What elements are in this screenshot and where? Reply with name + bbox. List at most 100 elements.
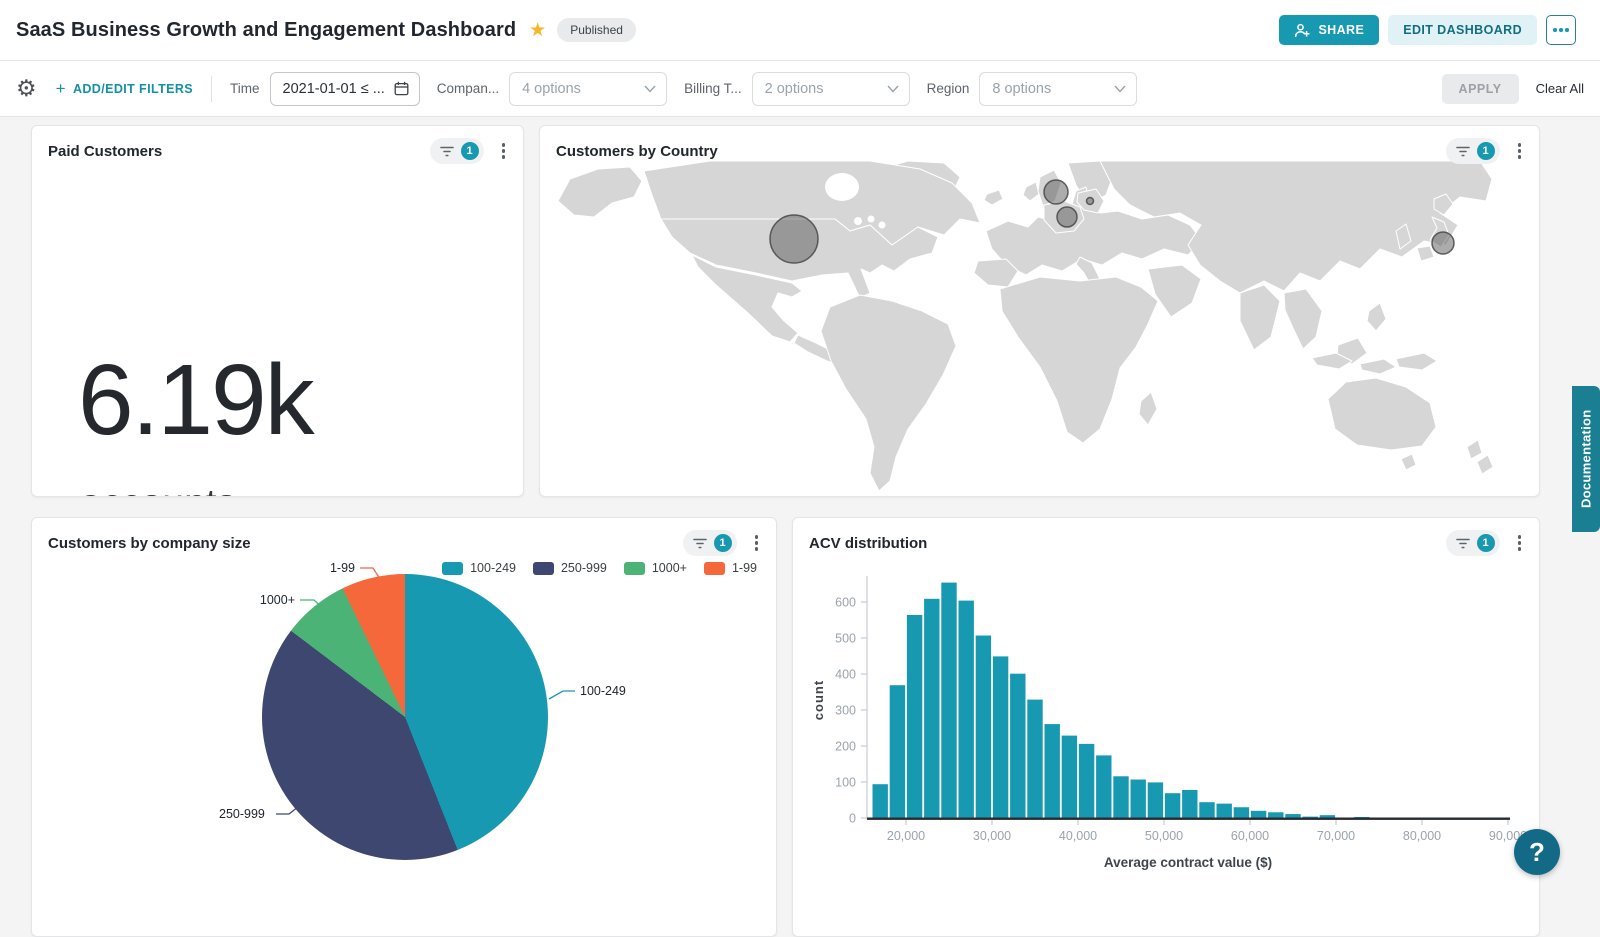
help-button[interactable]: ? (1514, 829, 1560, 875)
hist-bar[interactable] (1043, 723, 1061, 819)
billing-filter-select[interactable]: 2 options (751, 71, 910, 106)
apply-button[interactable]: APPLY (1441, 73, 1519, 104)
favorite-star-icon[interactable]: ★ (529, 19, 547, 41)
legend-item[interactable]: 250-999 (532, 561, 607, 575)
hist-bar[interactable] (1250, 810, 1268, 819)
tile-menu-kebab[interactable] (749, 532, 765, 554)
tile-title: ACV distribution (809, 534, 928, 552)
map-mexico (691, 254, 803, 343)
legend-swatch (623, 561, 645, 575)
legend-swatch (532, 561, 554, 575)
hist-bar[interactable] (974, 634, 992, 819)
hist-bar[interactable] (1267, 811, 1285, 819)
map-philippines (1366, 302, 1387, 332)
map-africa (999, 276, 1159, 444)
hist-bar[interactable] (906, 614, 924, 819)
tile-filter-chip[interactable]: 1 (429, 138, 484, 164)
map-madagascar (1138, 391, 1158, 426)
legend-label: 1-99 (731, 561, 757, 575)
tile-menu-kebab[interactable] (496, 140, 512, 162)
more-actions-button[interactable] (1546, 15, 1576, 45)
tile-filter-chip[interactable]: 1 (1445, 530, 1500, 556)
tile-controls: 1 (1445, 530, 1528, 556)
y-tick-label: 100 (835, 776, 856, 790)
documentation-tab[interactable]: Documentation (1572, 386, 1600, 532)
hist-bar[interactable] (1198, 801, 1216, 819)
company-filter-value: 4 options (522, 80, 581, 97)
legend-item[interactable]: 100-249 (442, 561, 516, 575)
hist-bar[interactable] (1060, 734, 1078, 819)
hist-bar[interactable] (1112, 775, 1130, 819)
tile-menu-kebab[interactable] (1512, 532, 1528, 554)
divider (211, 75, 213, 102)
billing-filter-group: Billing T... 2 options (684, 71, 910, 106)
hist-bar[interactable] (1078, 743, 1096, 819)
add-edit-filters-button[interactable]: + ADD/EDIT FILTERS (56, 79, 193, 99)
more-dot (1565, 28, 1569, 32)
pie-callout-250-999: 250-999 (219, 807, 265, 821)
tile-customers-by-country: Customers by Country 1 (539, 125, 1540, 497)
chevron-down-icon (887, 85, 899, 93)
region-filter-select[interactable]: 8 options (979, 71, 1138, 106)
tile-title: Paid Customers (48, 142, 163, 160)
pie-callout-1-99: 1-99 (329, 561, 355, 575)
hist-bar[interactable] (940, 581, 958, 819)
hist-bar[interactable] (1129, 778, 1147, 819)
x-tick-label: 20,000 (887, 829, 925, 843)
world-map-chart[interactable] (540, 161, 1540, 497)
hist-bar[interactable] (992, 655, 1010, 819)
tile-menu-kebab[interactable] (1512, 140, 1528, 162)
tile-controls: 1 (429, 138, 512, 164)
hist-bar[interactable] (1181, 789, 1199, 819)
company-filter-label: Compan... (436, 81, 500, 96)
hist-bar[interactable] (1164, 792, 1182, 819)
histogram-chart[interactable]: 0 100 200 300 400 500 600 20,000 30,000 40,000 50,… (793, 518, 1540, 901)
pie-callout-1000plus: 1000+ (259, 593, 295, 607)
map-indonesia-1 (1311, 352, 1353, 370)
funnel-filter-icon (692, 538, 707, 548)
hist-bar[interactable] (1009, 672, 1027, 819)
hist-bar[interactable] (871, 783, 889, 819)
x-tick-label: 70,000 (1317, 829, 1355, 843)
hist-bar[interactable] (1284, 813, 1302, 819)
map-new-guinea (1395, 352, 1438, 371)
x-tick-label: 40,000 (1059, 829, 1097, 843)
tile-filter-chip[interactable]: 1 (1445, 138, 1500, 164)
map-japan-kyushu (1416, 245, 1435, 262)
y-axis-title: count (811, 680, 826, 720)
hist-bar[interactable] (1215, 802, 1233, 819)
legend-item[interactable]: 1-99 (703, 561, 757, 575)
billing-filter-value: 2 options (764, 80, 824, 97)
share-button[interactable]: SHARE (1279, 15, 1380, 45)
more-dot (1553, 28, 1557, 32)
map-asia (1099, 161, 1493, 294)
company-filter-group: Compan... 4 options (436, 71, 668, 106)
region-filter-value: 8 options (992, 80, 1052, 97)
map-australia (1327, 377, 1437, 451)
company-filter-select[interactable]: 4 options (509, 71, 668, 106)
hist-bar[interactable] (923, 598, 941, 819)
tile-filter-chip[interactable]: 1 (682, 530, 737, 556)
filter-settings-gear-icon[interactable]: ⚙ (16, 75, 37, 101)
kpi-unit: accounts (80, 484, 236, 496)
funnel-filter-icon (1455, 538, 1470, 548)
tile-controls: 1 (1445, 138, 1528, 164)
hist-bar[interactable] (1146, 781, 1164, 819)
billing-filter-label: Billing T... (684, 81, 742, 96)
hist-bar[interactable] (888, 684, 906, 819)
y-tick-label: 600 (835, 596, 856, 610)
hist-bar[interactable] (1026, 698, 1044, 819)
clear-all-button[interactable]: Clear All (1535, 81, 1584, 96)
pie-chart[interactable] (262, 574, 548, 860)
edit-dashboard-button[interactable]: EDIT DASHBOARD (1388, 15, 1537, 45)
hist-bar[interactable] (1232, 806, 1250, 819)
legend-item[interactable]: 1000+ (623, 561, 687, 575)
y-tick-label: 200 (835, 740, 856, 754)
time-filter-input[interactable]: 2021-01-01 ≤ ... (269, 71, 420, 106)
map-water-details (825, 173, 886, 229)
hist-bar[interactable] (1095, 754, 1113, 819)
map-new-zealand-south (1476, 454, 1494, 475)
hist-bar[interactable] (957, 599, 975, 819)
map-japan-hokkaido (1433, 193, 1454, 216)
